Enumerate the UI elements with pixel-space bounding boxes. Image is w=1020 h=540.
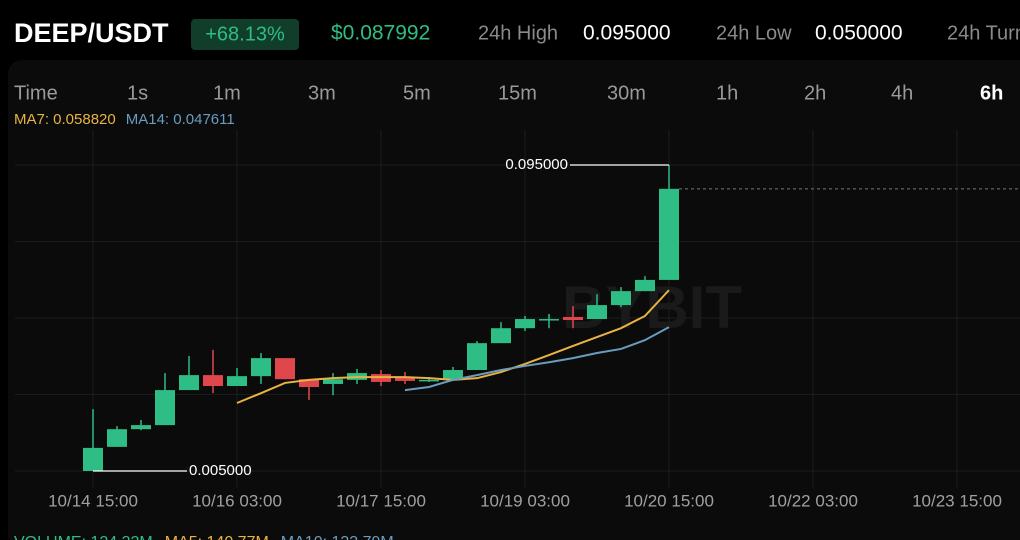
tab[interactable]: 4h bbox=[891, 82, 913, 104]
tab[interactable]: 1s bbox=[127, 82, 148, 104]
candle-body bbox=[587, 305, 607, 320]
candle-body bbox=[251, 358, 271, 377]
candle-body bbox=[611, 291, 631, 306]
change: +68.13% bbox=[205, 23, 285, 45]
grid bbox=[15, 130, 1020, 488]
candle-body bbox=[131, 425, 151, 430]
candle-body bbox=[299, 379, 319, 388]
candle-body bbox=[659, 188, 679, 280]
candle-body bbox=[563, 316, 583, 321]
ma-legend: MA7: 0.058820 MA14: 0.047611 bbox=[14, 111, 235, 128]
timeframe-tabs: Time 1s 1m 3m 5m 15m 30m 1h 2h 4h 6h bbox=[14, 82, 1003, 104]
symbol: DEEP/USDT bbox=[14, 18, 169, 48]
x-tick-label: 10/17 15:00 bbox=[336, 491, 426, 510]
candle-body bbox=[419, 379, 439, 382]
candle-body bbox=[395, 377, 415, 381]
tab[interactable]: 3m bbox=[308, 82, 336, 104]
x-tick-label: 10/19 03:00 bbox=[480, 491, 570, 510]
candle-body bbox=[107, 429, 127, 447]
candle-body bbox=[275, 358, 295, 380]
tab[interactable]: 15m bbox=[498, 82, 537, 104]
tab[interactable]: 6h bbox=[980, 82, 1003, 104]
candle-body bbox=[83, 447, 103, 471]
volume-legend-entry: MA5: 140.77M bbox=[165, 534, 269, 540]
candle-body bbox=[155, 390, 175, 426]
ma-line bbox=[404, 326, 670, 392]
candle-body bbox=[323, 379, 343, 384]
tab[interactable]: 2h bbox=[804, 82, 826, 104]
volume-legend-entry: MA10: 133.79M bbox=[281, 534, 394, 540]
tab[interactable]: Time bbox=[14, 82, 58, 104]
high-label: 24h High bbox=[478, 22, 558, 44]
ma-legend-entry: MA7: 0.058820 bbox=[14, 111, 116, 128]
x-tick-label: 10/20 15:00 bbox=[624, 491, 714, 510]
candle-body bbox=[227, 376, 247, 386]
candle-body bbox=[635, 279, 655, 292]
low-label: 24h Low bbox=[716, 22, 792, 44]
candle-body bbox=[179, 375, 199, 391]
tab[interactable]: 30m bbox=[607, 82, 646, 104]
high: 0.095000 bbox=[583, 22, 671, 45]
tab[interactable]: 5m bbox=[403, 82, 431, 104]
volume-legend-entry: VOLUME: 124.32M bbox=[14, 534, 153, 540]
turnover-label: 24h Turnover bbox=[947, 22, 1020, 44]
plot: 10/14 15:00 10/16 03:00 10/17 15:00 10/19 0… bbox=[48, 156, 1020, 510]
x-tick-label: 10/22 03:00 bbox=[768, 491, 858, 510]
candle-body bbox=[203, 375, 223, 386]
candle-body bbox=[467, 343, 487, 371]
high-marker-label: 0.095000 bbox=[505, 156, 568, 173]
candle-body bbox=[515, 319, 535, 329]
candle-body bbox=[491, 328, 511, 344]
price: $0.087992 bbox=[331, 22, 430, 45]
tab[interactable]: 1h bbox=[716, 82, 738, 104]
tab[interactable]: 1m bbox=[213, 82, 241, 104]
change-badge bbox=[191, 19, 299, 50]
x-tick-label: 10/14 15:00 bbox=[48, 491, 138, 510]
low: 0.050000 bbox=[815, 22, 903, 45]
x-tick-label: 10/16 03:00 bbox=[192, 491, 282, 510]
volume-legend: VOLUME: 124.32M MA5: 140.77M MA10: 133.79M bbox=[14, 534, 394, 540]
x-tick-label: 10/23 15:00 bbox=[912, 491, 1002, 510]
low-marker-label: 0.005000 bbox=[189, 462, 252, 479]
ma-legend-entry: MA14: 0.047611 bbox=[126, 111, 235, 128]
candle-body bbox=[539, 319, 559, 321]
candle-body bbox=[443, 370, 463, 380]
chart-panel bbox=[8, 60, 1020, 540]
